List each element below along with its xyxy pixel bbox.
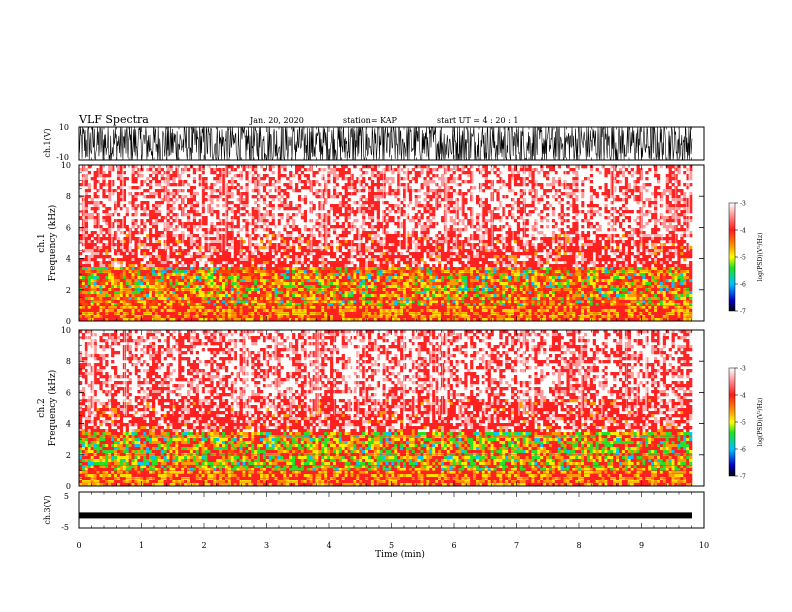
colorbar-tick-label: -3 bbox=[740, 366, 746, 373]
time-axis-tick-label: 3 bbox=[264, 541, 269, 550]
colorbar-tick-label: -7 bbox=[740, 474, 746, 481]
spectrogram-ytick-label: 10 bbox=[61, 326, 71, 335]
ch2-colorbar-label: log(PSD)(V²/Hz) bbox=[757, 398, 764, 447]
time-axis-label: Time (min) bbox=[375, 549, 425, 560]
ch2-spectrogram-image bbox=[79, 330, 693, 487]
colorbar-tick-label: -4 bbox=[740, 228, 746, 235]
ch1-spectrogram-image bbox=[79, 165, 693, 322]
time-axis-tick-label: 9 bbox=[639, 541, 644, 550]
ch1-colorbar-label: log(PSD)(V²/Hz) bbox=[757, 233, 764, 282]
spectrogram-ytick-label: 0 bbox=[66, 482, 71, 491]
time-axis-tick-label: 0 bbox=[76, 541, 81, 550]
time-axis-tick-label: 1 bbox=[139, 541, 144, 550]
colorbar-tick-label: -5 bbox=[740, 420, 746, 427]
ch3-ytick-bottom: -5 bbox=[61, 523, 69, 532]
time-axis-tick-label: 7 bbox=[514, 541, 519, 550]
ch3-waveform-line bbox=[79, 512, 692, 519]
ch2-spectrogram-ylabel-frequency: Frequency (kHz) bbox=[47, 370, 58, 447]
ch2-colorbar bbox=[728, 367, 736, 477]
spectrogram-ytick-label: 2 bbox=[66, 451, 71, 460]
ch3-ytick-top: 5 bbox=[64, 492, 69, 501]
date-label: Jan. 20, 2020 bbox=[249, 116, 304, 125]
start-time-label: start UT = 4 : 20 : 1 bbox=[437, 116, 518, 125]
ch1-waveform-panel: 10 -10 ch.1(V) bbox=[43, 123, 705, 162]
spectrogram-ytick-label: 0 bbox=[66, 317, 71, 326]
ch1-spectrogram-ylabel-channel: ch.1 bbox=[37, 233, 47, 252]
ch2-spectrogram-ylabel-channel: ch.2 bbox=[37, 398, 47, 417]
spectrogram-ytick-label: 2 bbox=[66, 286, 71, 295]
spectrogram-ytick-label: 8 bbox=[66, 192, 71, 201]
ch1-waveform-ylabel: ch.1(V) bbox=[43, 128, 52, 157]
spectrogram-ytick-label: 6 bbox=[66, 223, 71, 232]
spectrogram-ytick-label: 6 bbox=[66, 388, 71, 397]
figure-title: VLF Spectra bbox=[78, 113, 149, 126]
station-label: station= KAP bbox=[343, 116, 398, 125]
time-axis-tick-label: 5 bbox=[389, 541, 394, 550]
ch3-waveform-frame bbox=[78, 491, 705, 529]
spectrogram-ytick-label: 4 bbox=[66, 420, 71, 429]
ch1-spectrogram-yticks: 0 2 4 6 8 10 bbox=[61, 161, 704, 326]
ch1-ytick-bottom: -10 bbox=[56, 153, 69, 162]
time-axis-tick-label: 4 bbox=[326, 541, 331, 550]
colorbar-tick-label: -7 bbox=[740, 309, 746, 316]
time-axis-tick-label: 8 bbox=[576, 541, 581, 550]
time-axis-ticks bbox=[78, 127, 705, 528]
ch1-waveform-line bbox=[78, 126, 693, 162]
time-axis-tick-label: 10 bbox=[699, 541, 709, 550]
ch3-waveform-panel: 5 -5 ch.3(V) bbox=[43, 491, 705, 532]
ch1-colorbar-ticks: -3 -4 -5 -6 -7 bbox=[735, 201, 746, 316]
spectrogram-ytick-label: 4 bbox=[66, 255, 71, 264]
colorbar-tick-label: -5 bbox=[740, 255, 746, 262]
colorbar-tick-label: -6 bbox=[740, 447, 746, 454]
colorbar-tick-label: -4 bbox=[740, 393, 746, 400]
colorbar-tick-label: -6 bbox=[740, 282, 746, 289]
ch1-ytick-top: 10 bbox=[59, 123, 69, 132]
ch3-waveform-ylabel: ch.3(V) bbox=[43, 495, 52, 524]
ch1-colorbar bbox=[728, 202, 736, 312]
ch2-spectrogram-yticks: 0 2 4 6 8 10 bbox=[61, 326, 704, 491]
spectrogram-ytick-label: 10 bbox=[61, 161, 71, 170]
ch1-spectrogram-ylabel-frequency: Frequency (kHz) bbox=[47, 205, 58, 282]
time-axis-tick-labels: 0 1 2 3 4 5 6 7 8 9 10 bbox=[76, 541, 709, 550]
spectrogram-ytick-label: 8 bbox=[66, 357, 71, 366]
ch2-colorbar-ticks: -3 -4 -5 -6 -7 bbox=[735, 366, 746, 481]
time-axis-tick-label: 2 bbox=[201, 541, 206, 550]
time-axis-tick-label: 6 bbox=[451, 541, 456, 550]
colorbar-tick-label: -3 bbox=[740, 201, 746, 208]
